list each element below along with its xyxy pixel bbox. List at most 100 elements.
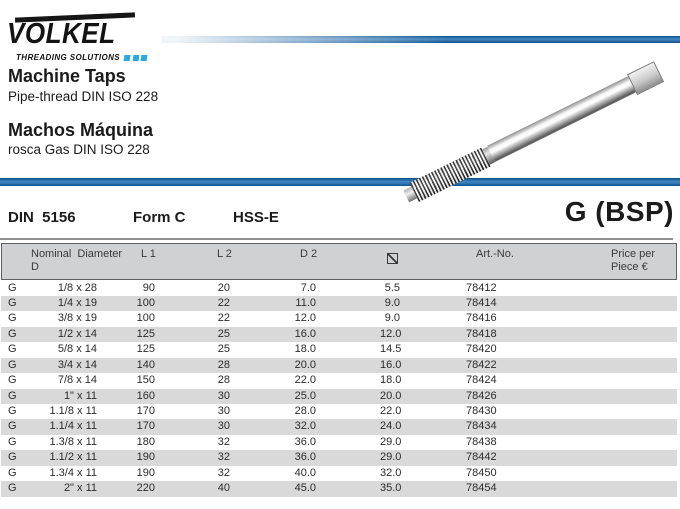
cell-art-no: 78414 — [466, 296, 497, 309]
top-blue-bar — [162, 36, 680, 43]
din-standard-label: DIN 5156 — [8, 209, 76, 226]
cell-price — [560, 404, 674, 419]
header-d2: D 2 — [300, 248, 318, 260]
subtitle-english: Pipe-thread DIN ISO 228 — [8, 89, 159, 104]
cell-l2: 30 — [217, 389, 230, 402]
material-grade-label: HSS-E — [233, 209, 279, 226]
cell-l1: 100 — [136, 296, 155, 309]
blue-square-icon — [123, 54, 131, 61]
cell-art-no: 78412 — [466, 281, 497, 294]
tap-shank — [487, 76, 636, 162]
cell-l2: 30 — [217, 420, 230, 433]
cell-l1: 90 — [142, 281, 155, 294]
volkel-logo: VÖLKEL THREADING SOLUTIONS — [6, 6, 156, 64]
cell-price — [560, 450, 674, 465]
cell-diameter: 9.0 — [384, 312, 400, 325]
cell-l1: 220 — [136, 482, 155, 495]
cell-l2: 22 — [217, 312, 230, 325]
cell-diameter: 29.0 — [380, 435, 402, 448]
cell-d2: 25.0 — [294, 389, 316, 402]
section-blue-bar — [0, 178, 680, 186]
cell-l2: 22 — [217, 296, 230, 309]
cell-l2: 32 — [217, 435, 230, 448]
cell-diameter: 24.0 — [380, 420, 402, 433]
header-diameter — [381, 244, 459, 279]
cell-diameter: 22.0 — [380, 405, 402, 417]
cell-l1: 190 — [136, 466, 155, 479]
cell-l1: 170 — [136, 405, 155, 417]
brand-name: VÖLKEL — [7, 18, 116, 50]
cell-d2: 32.0 — [294, 420, 316, 433]
cell-d2: 22.0 — [294, 374, 316, 387]
header-l1: L 1 — [141, 248, 156, 260]
header-l2: L 2 — [217, 248, 232, 260]
cell-nominal: G 1/2 x 14 — [8, 327, 97, 340]
cell-diameter: 32.0 — [380, 466, 402, 479]
cell-diameter: 12.0 — [380, 327, 402, 340]
blue-square-icon — [132, 54, 139, 61]
cell-l2: 32 — [217, 466, 230, 479]
header-art-no: Art.-No. — [476, 248, 514, 260]
table-row: G 1" x 11 160 30 25.0 20.0 78426 — [1, 388, 677, 404]
cell-nominal: G 1.1/8 x 11 — [8, 405, 97, 417]
cell-l1: 150 — [136, 374, 155, 387]
cell-l2: 25 — [217, 343, 230, 356]
cell-price — [560, 419, 674, 434]
cell-d2: 16.0 — [294, 327, 316, 340]
cell-art-no: 78450 — [466, 466, 497, 479]
logo-tagline: THREADING SOLUTIONS — [16, 53, 121, 62]
form-label: Form C — [133, 209, 186, 226]
table-row: G 7/8 x 14 150 28 22.0 18.0 78424 — [1, 373, 677, 388]
cell-art-no: 78418 — [466, 327, 497, 340]
cell-nominal: G 1.3/4 x 11 — [8, 466, 97, 479]
cell-diameter: 5.5 — [384, 281, 400, 294]
cell-nominal: G 1.3/8 x 11 — [8, 435, 97, 448]
table-row: G 1.1/4 x 11 170 30 32.0 24.0 78434 — [1, 419, 677, 435]
cell-l1: 170 — [136, 420, 155, 433]
cell-nominal: G 5/8 x 14 — [8, 343, 97, 356]
subtitle-spanish: rosca Gas DIN ISO 228 — [8, 142, 150, 157]
tap-threaded-section — [409, 147, 491, 202]
table-row: G 1/8 x 28 90 20 7.0 5.5 78412 — [1, 281, 677, 296]
cell-diameter: 29.0 — [380, 451, 402, 464]
cell-diameter: 16.0 — [380, 358, 402, 371]
table-row: G 3/4 x 14 140 28 20.0 16.0 78422 — [1, 357, 677, 374]
diameter-icon — [387, 253, 398, 264]
thread-type-heading: G (BSP) — [564, 196, 674, 227]
title-english: Machine Taps — [8, 66, 126, 86]
cell-d2: 11.0 — [295, 296, 316, 309]
cell-l2: 32 — [217, 451, 230, 464]
cell-nominal: G 1.1/4 x 11 — [8, 420, 97, 433]
table-top-rule — [0, 238, 673, 240]
cell-art-no: 78454 — [466, 482, 497, 495]
cell-diameter: 35.0 — [380, 482, 402, 495]
cell-nominal: G 1.1/2 x 11 — [8, 451, 97, 464]
table-row: G 1/4 x 19 100 22 11.0 9.0 78414 — [1, 295, 677, 312]
cell-price — [560, 342, 674, 357]
table-row: G 1.3/4 x 11 190 32 40.0 32.0 78450 — [1, 466, 677, 481]
cell-l1: 180 — [136, 435, 155, 448]
cell-l2: 20 — [217, 281, 230, 294]
cell-price — [560, 466, 674, 481]
table-row: G 5/8 x 14 125 25 18.0 14.5 78420 — [1, 342, 677, 357]
cell-art-no: 78426 — [466, 389, 497, 402]
cell-l1: 125 — [136, 327, 155, 340]
cell-price — [560, 435, 674, 450]
cell-l2: 25 — [217, 327, 230, 340]
cell-nominal: G 2" x 11 — [8, 482, 97, 495]
cell-art-no: 78438 — [466, 435, 497, 448]
blue-square-icon — [140, 54, 148, 61]
table-row: G 2" x 11 220 40 45.0 35.0 78454 — [1, 481, 677, 497]
cell-l1: 140 — [136, 358, 155, 371]
cell-price — [560, 296, 674, 311]
title-spanish: Machos Máquina — [8, 120, 154, 140]
cell-price — [560, 358, 674, 373]
cell-d2: 36.0 — [294, 451, 316, 464]
table-row: G 1.1/2 x 11 190 32 36.0 29.0 78442 — [1, 450, 677, 466]
cell-l2: 30 — [217, 405, 230, 417]
cell-d2: 28.0 — [294, 405, 316, 417]
cell-art-no: 78416 — [466, 312, 497, 325]
cell-d2: 45.0 — [294, 482, 316, 495]
cell-d2: 18.0 — [294, 343, 316, 356]
